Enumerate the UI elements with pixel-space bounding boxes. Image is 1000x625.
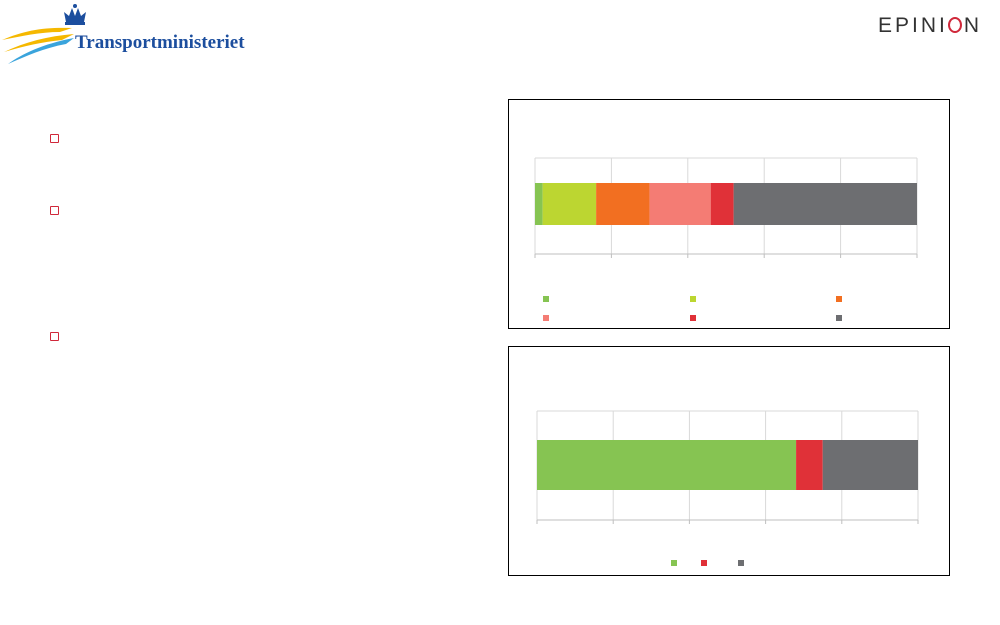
bullet-marker-3 [50,332,59,341]
epinion-logo: EPINI N [878,14,982,38]
crown-icon [64,4,86,25]
chart-1-legend-marker-1 [543,296,549,302]
chart-1-bar-segment-3 [596,183,650,225]
speech-bubble-o-icon [947,17,962,33]
chart-1-svg [534,157,918,321]
logo-graphic [2,4,86,64]
chart-2-legend-marker-1 [671,560,677,566]
logo-text: Transportministeriet [75,32,245,53]
chart-2-svg [536,410,919,566]
chart-1-bar-segment-1 [535,183,543,225]
chart-1-bar-segment-5 [710,183,734,225]
transportministeriet-logo: Transportministeriet [0,0,260,75]
chart-2-legend-marker-2 [701,560,707,566]
chart-1-legend-marker-4 [543,315,549,321]
chart-1-legend-marker-2 [690,296,696,302]
chart-2-bar-segment-1 [537,440,797,490]
chart-1-legend-marker-6 [836,315,842,321]
epinion-text: EPINI [878,14,948,37]
bullet-marker-1 [50,134,59,143]
chart-2-bar-segment-2 [796,440,823,490]
chart-2 [508,346,950,576]
epinion-tail: N [963,14,983,37]
chart-1-bar-segment-4 [649,183,711,225]
chart-1-bar-segment-2 [542,183,597,225]
swoosh-icon [2,27,74,64]
chart-1-legend-marker-3 [836,296,842,302]
bullet-marker-2 [50,206,59,215]
chart-2-bar-segment-3 [822,440,918,490]
chart-2-legend-marker-3 [738,560,744,566]
chart-1 [508,99,950,329]
chart-1-legend-marker-5 [690,315,696,321]
chart-1-bar-segment-6 [733,183,917,225]
